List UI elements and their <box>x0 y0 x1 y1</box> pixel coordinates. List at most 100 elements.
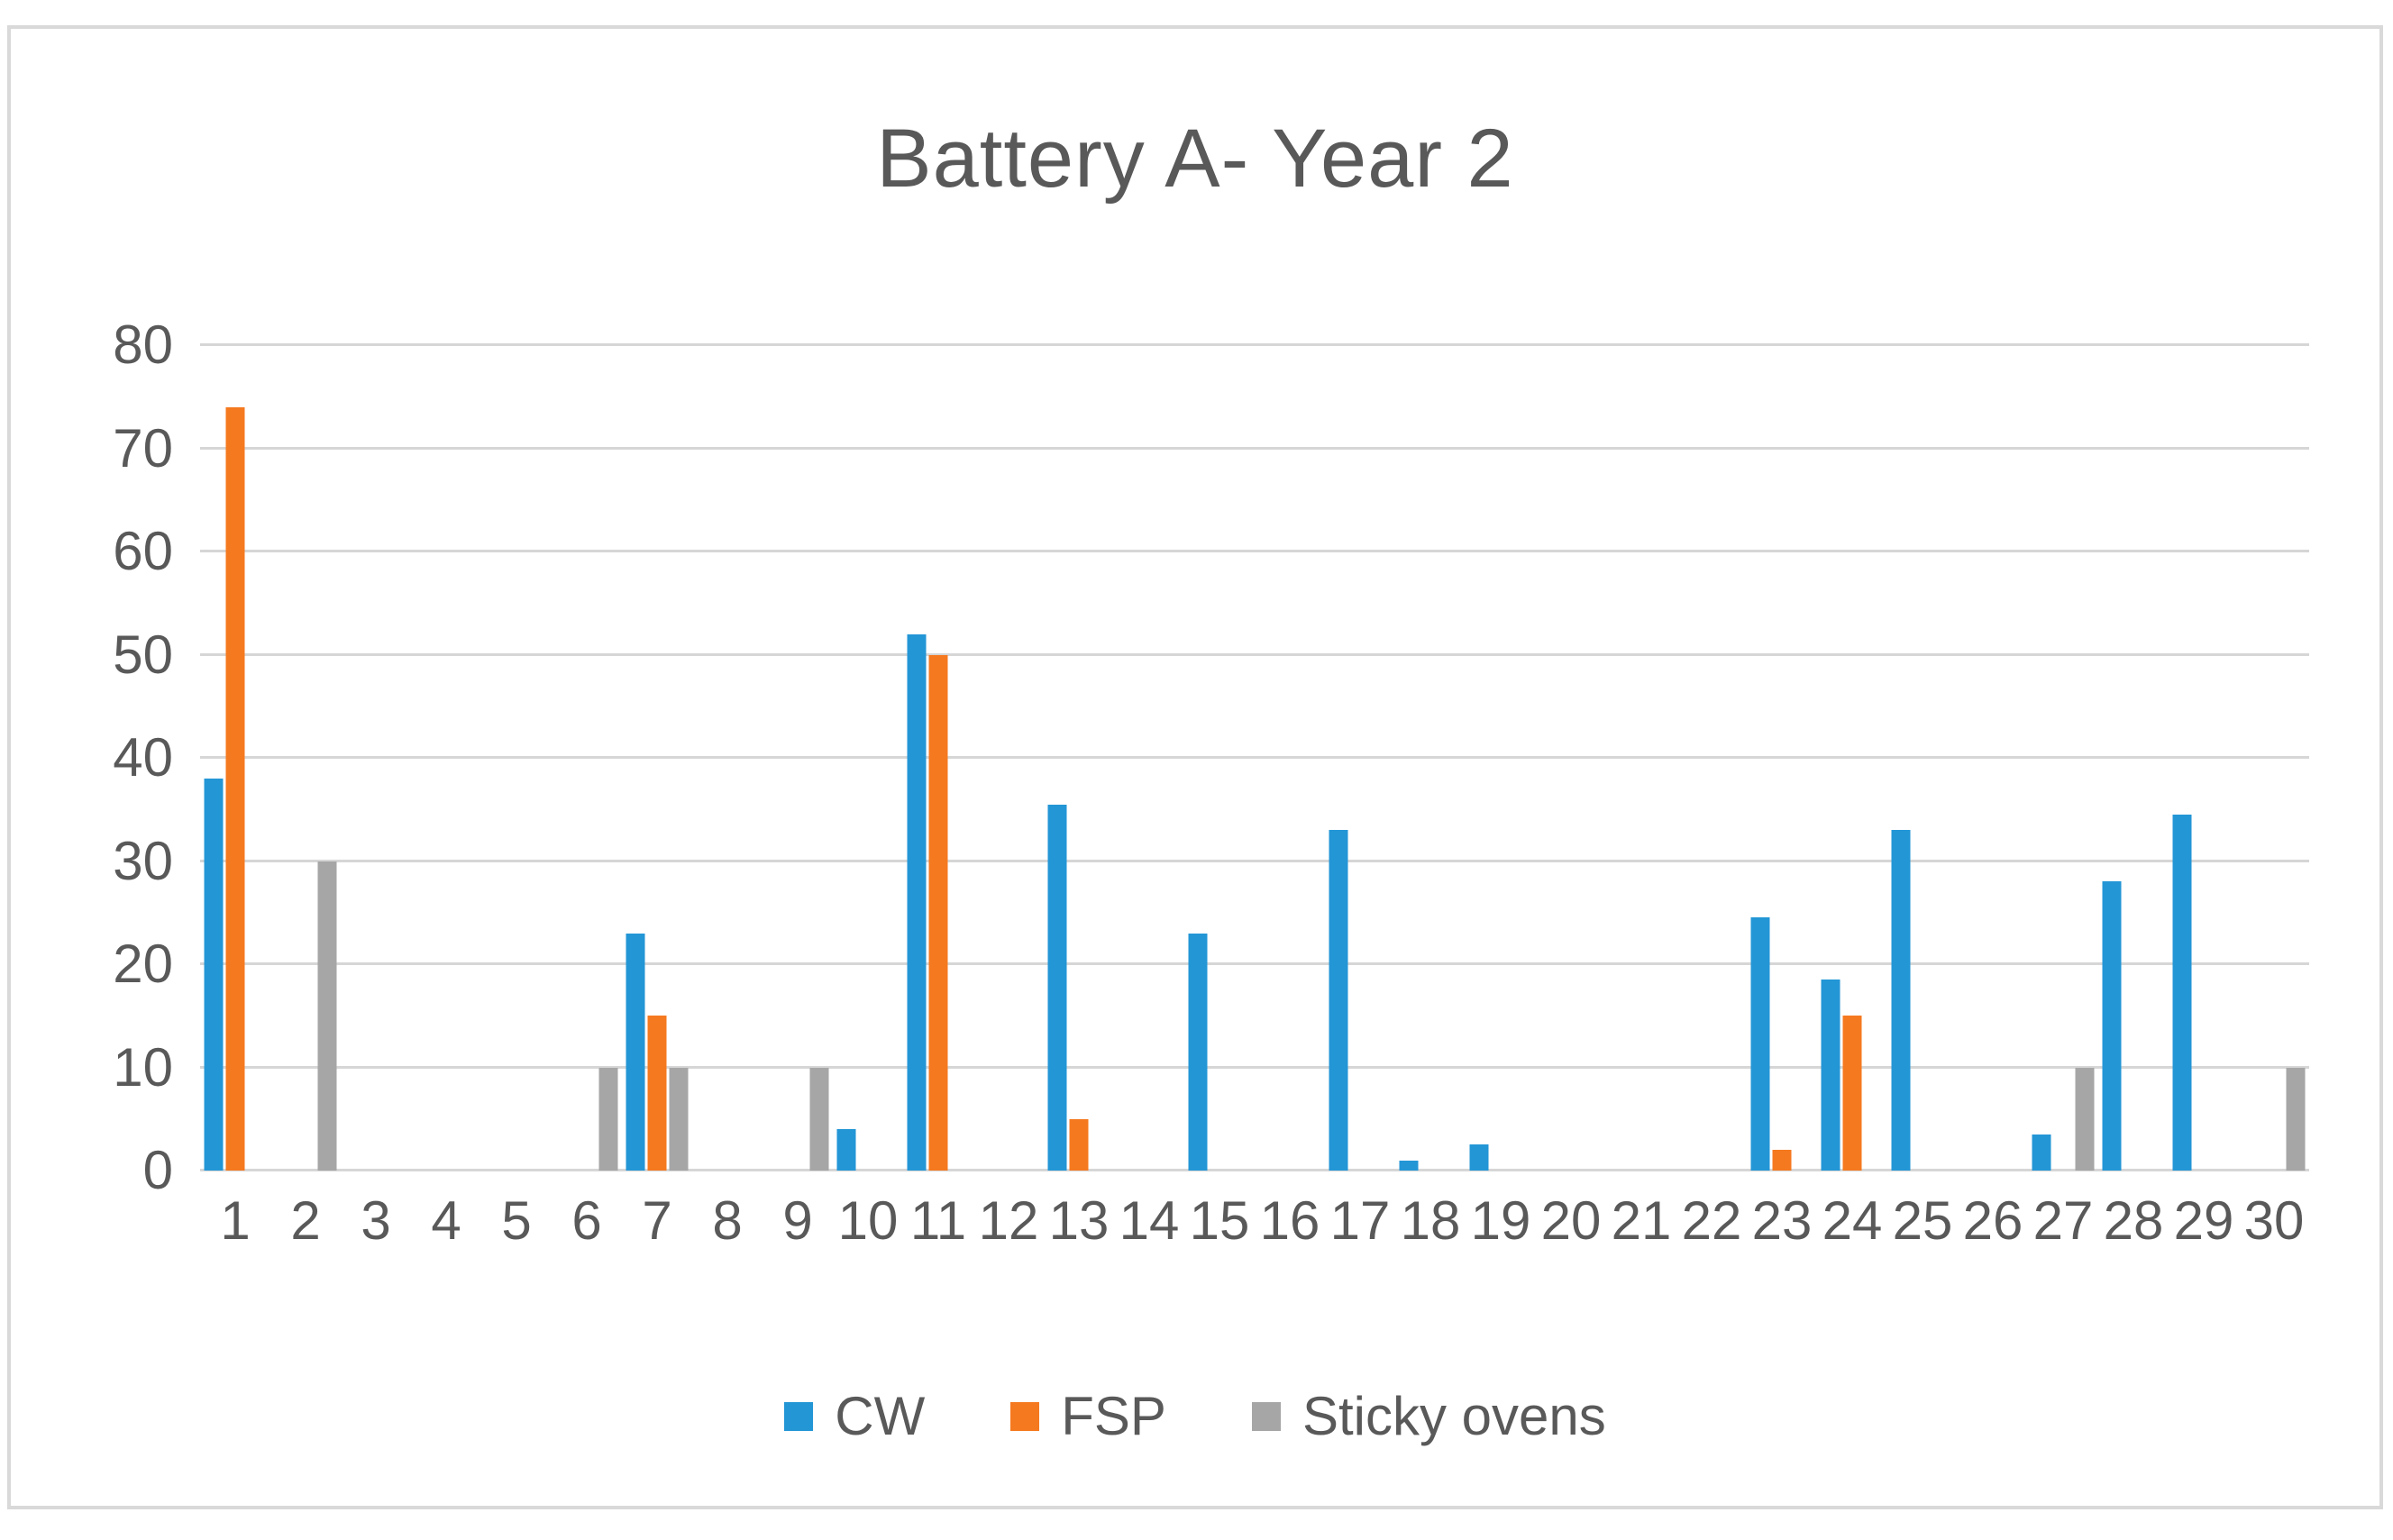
x-axis-tick-label: 30 <box>2243 1190 2305 1251</box>
bar-cw-cat10 <box>836 1129 856 1171</box>
x-axis-tick-label: 14 <box>1119 1190 1180 1251</box>
bar-group-29 <box>2172 345 2235 1171</box>
bar-fsp-cat7 <box>647 1016 667 1171</box>
bar-cw-cat29 <box>2172 814 2192 1171</box>
bar-group-1 <box>204 345 267 1171</box>
bar-group-20 <box>1540 345 1603 1171</box>
bar-fsp-cat13 <box>1069 1118 1089 1171</box>
x-axis-tick-label: 8 <box>712 1190 743 1251</box>
x-axis-tick-label: 18 <box>1400 1190 1461 1251</box>
y-axis-tick-label: 70 <box>113 417 173 478</box>
x-axis-labels: 1 2 3 4 5 6 7 8 9 10 11 12 13 14 15 16 17 18 19 20 21 22 23 24 2… <box>200 1194 2309 1266</box>
x-axis-tick-label: 26 <box>1962 1190 2023 1251</box>
y-axis-tick-label: 80 <box>113 314 173 375</box>
x-axis-tick-label: 16 <box>1259 1190 1320 1251</box>
legend-label-sticky-ovens: Sticky ovens <box>1302 1386 1606 1446</box>
bar-group-11 <box>907 345 970 1171</box>
y-axis-tick-label: 60 <box>113 521 173 581</box>
gridline <box>200 1169 2309 1171</box>
bar-group-17 <box>1329 345 1392 1171</box>
gridline <box>200 962 2309 965</box>
bar-group-2 <box>275 345 337 1171</box>
bar-cw-cat7 <box>626 933 645 1171</box>
gridline <box>200 446 2309 450</box>
bar-cw-cat18 <box>1399 1160 1419 1171</box>
bar-group-8 <box>697 345 759 1171</box>
bar-sticky-ovens-cat7 <box>669 1067 689 1171</box>
x-axis-tick-label: 24 <box>1822 1190 1883 1251</box>
y-axis-tick-label: 50 <box>113 624 173 685</box>
x-axis-tick-label: 7 <box>642 1190 672 1251</box>
bar-sticky-ovens-cat2 <box>317 861 337 1171</box>
legend-item-cw: CW <box>784 1385 925 1447</box>
legend: CW FSP Sticky ovens <box>11 1385 2379 1447</box>
x-axis-tick-label: 2 <box>290 1190 321 1251</box>
x-axis-tick-label: 1 <box>220 1190 251 1251</box>
bar-group-21 <box>1611 345 1673 1171</box>
bar-cw-cat1 <box>204 778 224 1171</box>
bar-sticky-ovens-cat9 <box>809 1067 829 1171</box>
x-axis-tick-label: 4 <box>431 1190 461 1251</box>
bar-group-30 <box>2243 345 2306 1171</box>
legend-item-fsp: FSP <box>1010 1385 1166 1447</box>
gridline <box>200 859 2309 862</box>
x-axis-tick-label: 27 <box>2032 1190 2094 1251</box>
bar-cw-cat15 <box>1188 933 1208 1171</box>
bar-cw-cat19 <box>1469 1144 1489 1171</box>
bar-group-9 <box>767 345 829 1171</box>
x-axis-tick-label: 13 <box>1048 1190 1110 1251</box>
x-axis-tick-label: 9 <box>782 1190 813 1251</box>
bar-group-16 <box>1259 345 1321 1171</box>
bar-cw-cat23 <box>1750 917 1770 1171</box>
bar-group-25 <box>1891 345 1954 1171</box>
bar-group-10 <box>836 345 900 1171</box>
x-axis-tick-label: 12 <box>978 1190 1039 1251</box>
bar-fsp-cat24 <box>1842 1016 1862 1171</box>
y-axis-tick-label: 10 <box>113 1036 173 1098</box>
bar-group-7 <box>626 345 689 1171</box>
bar-fsp-cat1 <box>225 406 245 1171</box>
bar-group-3 <box>345 345 407 1171</box>
x-axis-tick-label: 3 <box>361 1190 391 1251</box>
x-axis-tick-label: 22 <box>1681 1190 1742 1251</box>
gridline <box>200 550 2309 552</box>
bar-group-27 <box>2032 345 2095 1171</box>
bar-cw-cat27 <box>2032 1134 2051 1171</box>
bar-sticky-ovens-cat30 <box>2286 1067 2306 1171</box>
plot-area <box>200 343 2309 1171</box>
y-axis-tick-label: 0 <box>142 1140 173 1200</box>
bar-group-22 <box>1681 345 1743 1171</box>
legend-swatch-cw-icon <box>784 1401 814 1431</box>
legend-label-cw: CW <box>835 1386 926 1446</box>
x-axis-tick-label: 25 <box>1892 1190 1953 1251</box>
bar-sticky-ovens-cat6 <box>598 1067 618 1171</box>
x-axis-tick-label: 23 <box>1751 1190 1813 1251</box>
bar-fsp-cat23 <box>1772 1150 1792 1171</box>
legend-label-fsp: FSP <box>1061 1386 1166 1446</box>
bar-cw-cat28 <box>2102 881 2122 1171</box>
bar-cw-cat25 <box>1891 830 1911 1171</box>
x-axis-tick-label: 29 <box>2173 1190 2234 1251</box>
x-axis-tick-label: 21 <box>1611 1190 1672 1251</box>
bar-fsp-cat11 <box>928 654 948 1171</box>
y-axis-labels: 0 10 20 30 40 50 60 70 80 <box>38 318 173 1198</box>
y-axis-tick-label: 20 <box>113 934 173 994</box>
x-axis-tick-label: 6 <box>571 1190 602 1251</box>
y-axis-tick-label: 30 <box>113 830 173 891</box>
bar-group-12 <box>978 345 1040 1171</box>
legend-swatch-fsp-icon <box>1010 1401 1040 1431</box>
bar-group-26 <box>1962 345 2024 1171</box>
x-axis-tick-label: 19 <box>1470 1190 1531 1251</box>
x-axis-tick-label: 15 <box>1189 1190 1250 1251</box>
bar-group-15 <box>1188 345 1251 1171</box>
gridline <box>200 756 2309 759</box>
bar-group-24 <box>1821 345 1884 1171</box>
x-axis-tick-label: 28 <box>2103 1190 2164 1251</box>
bar-group-13 <box>1047 345 1110 1171</box>
x-axis-tick-label: 10 <box>837 1190 899 1251</box>
legend-item-sticky-ovens: Sticky ovens <box>1251 1385 1606 1447</box>
bar-sticky-ovens-cat27 <box>2075 1067 2095 1171</box>
bar-cw-cat11 <box>907 633 927 1171</box>
